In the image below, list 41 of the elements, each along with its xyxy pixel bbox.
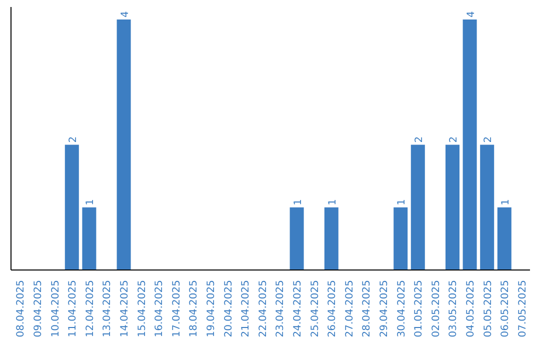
data-label: 1: [327, 199, 338, 206]
x-tick-label: 22.04.2025: [258, 280, 269, 338]
x-tick-label: 24.04.2025: [292, 280, 304, 338]
data-label: 2: [68, 136, 79, 143]
x-tick-label: 26.04.2025: [327, 280, 338, 338]
x-tick-label: 30.04.2025: [396, 280, 408, 338]
x-tick-label: 13.04.2025: [102, 280, 114, 338]
x-tick-label: 04.05.2025: [465, 280, 476, 338]
x-tick-label: 05.05.2025: [482, 280, 494, 338]
x-tick-label: 09.04.2025: [32, 280, 44, 338]
x-tick-label: 16.04.2025: [154, 280, 166, 338]
data-label: 1: [85, 199, 96, 206]
x-tick-label: 02.05.2025: [430, 280, 442, 338]
x-tick-label: 19.04.2025: [206, 280, 217, 338]
x-tick-label: 21.04.2025: [240, 280, 252, 338]
x-tick-label: 10.04.2025: [50, 280, 62, 338]
x-tick-label: 01.05.2025: [414, 280, 425, 338]
x-tick-label: 29.04.2025: [378, 280, 390, 338]
x-tick-label: 27.04.2025: [344, 280, 356, 338]
x-tick-label: 03.05.2025: [448, 280, 460, 338]
x-tick-label: 15.04.2025: [136, 280, 148, 338]
x-tick-label: 14.04.2025: [119, 280, 130, 338]
x-tick-label: 28.04.2025: [362, 280, 373, 338]
x-tick-label: 07.05.2025: [517, 280, 528, 338]
x-tick-label: 25.04.2025: [310, 280, 321, 338]
data-label: 2: [414, 136, 425, 143]
data-label: 2: [483, 136, 494, 143]
x-tick-label: 20.04.2025: [223, 280, 234, 338]
x-tick-label: 08.04.2025: [16, 280, 27, 338]
data-label: 4: [120, 11, 131, 18]
data-label: 1: [500, 199, 512, 206]
data-label: 1: [292, 199, 304, 206]
x-tick-label: 23.04.2025: [275, 280, 286, 338]
x-tick-label: 12.04.2025: [84, 280, 96, 338]
data-label: 2: [448, 136, 460, 143]
x-tick-label: 18.04.2025: [188, 280, 200, 338]
x-tick-label: 11.04.2025: [68, 280, 79, 338]
x-tick-label: 06.05.2025: [500, 280, 512, 338]
x-tick-label: 17.04.2025: [171, 280, 182, 338]
data-label: 1: [396, 199, 408, 206]
data-label: 4: [466, 11, 477, 18]
